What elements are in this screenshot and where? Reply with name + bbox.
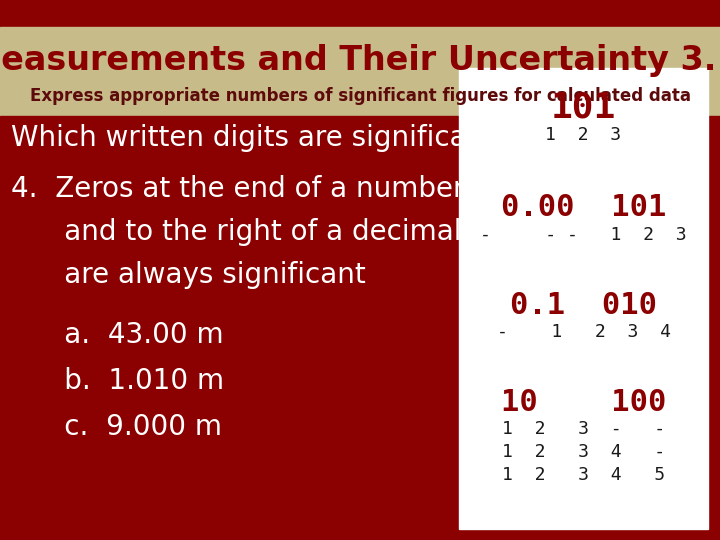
Bar: [0, 116, 720, 540]
Text: b.  1.010 m: b. 1.010 m: [11, 367, 224, 395]
Text: 4.  Zeros at the end of a number: 4. Zeros at the end of a number: [11, 175, 464, 203]
Text: are always significant: are always significant: [11, 261, 366, 289]
Text: Which written digits are significant: Which written digits are significant: [11, 124, 495, 152]
Text: Express appropriate numbers of significant figures for calculated data: Express appropriate numbers of significa…: [30, 87, 690, 105]
Text: -    1   2  3  4: - 1 2 3 4: [497, 323, 670, 341]
Bar: [0, 0, 720, 27]
Bar: [0, 27, 720, 116]
Text: 0.00  101: 0.00 101: [501, 193, 666, 222]
Bar: [459, 68, 708, 529]
Text: Measurements and Their Uncertainty 3. 1: Measurements and Their Uncertainty 3. 1: [0, 44, 720, 77]
Text: 1  2   3  4   -: 1 2 3 4 -: [502, 443, 665, 461]
Text: -     - -   1  2  3: - - - 1 2 3: [480, 226, 687, 244]
Text: 0.1  010: 0.1 010: [510, 291, 657, 320]
Text: 1  2   3  4   5: 1 2 3 4 5: [502, 465, 665, 484]
Text: 1  2   3  -   -: 1 2 3 - -: [502, 420, 665, 438]
Text: c.  9.000 m: c. 9.000 m: [11, 413, 222, 441]
Text: a.  43.00 m: a. 43.00 m: [11, 321, 223, 349]
Text: 101: 101: [551, 91, 616, 125]
Text: 1  2  3: 1 2 3: [546, 126, 621, 144]
Text: and to the right of a decimal: and to the right of a decimal: [11, 218, 462, 246]
Text: 10    100: 10 100: [501, 388, 666, 417]
